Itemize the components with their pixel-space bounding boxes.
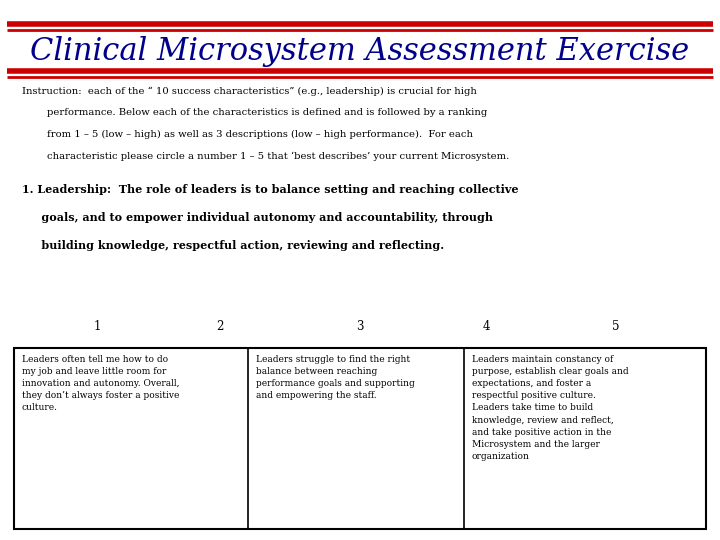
Text: goals, and to empower individual autonomy and accountability, through: goals, and to empower individual autonom… [22,212,492,222]
Text: from 1 – 5 (low – high) as well as 3 descriptions (low – high performance).  For: from 1 – 5 (low – high) as well as 3 des… [22,130,472,139]
Text: Leaders often tell me how to do
my job and leave little room for
innovation and : Leaders often tell me how to do my job a… [22,355,179,413]
Text: 5: 5 [612,320,619,333]
Text: Leaders struggle to find the right
balance between reaching
performance goals an: Leaders struggle to find the right balan… [256,355,414,400]
Text: building knowledge, respectful action, reviewing and reflecting.: building knowledge, respectful action, r… [22,240,444,251]
Bar [14,348,706,529]
Text: 3: 3 [356,320,364,333]
Text: Instruction:  each of the “ 10 success characteristics” (e.g., leadership) is cr: Instruction: each of the “ 10 success ch… [22,86,477,96]
Text: characteristic please circle a number 1 – 5 that ‘best describes’ your current M: characteristic please circle a number 1 … [22,151,509,160]
Text: 1: 1 [94,320,101,333]
Text: performance. Below each of the characteristics is defined and is followed by a r: performance. Below each of the character… [22,108,487,117]
Text: Clinical Microsystem Assessment Exercise: Clinical Microsystem Assessment Exercise [30,36,690,67]
Text: 2: 2 [216,320,223,333]
Text: 1. Leadership:  The role of leaders is to balance setting and reaching collectiv: 1. Leadership: The role of leaders is to… [22,184,518,194]
Text: Leaders maintain constancy of
purpose, establish clear goals and
expectations, a: Leaders maintain constancy of purpose, e… [472,355,629,461]
Text: 4: 4 [482,320,490,333]
